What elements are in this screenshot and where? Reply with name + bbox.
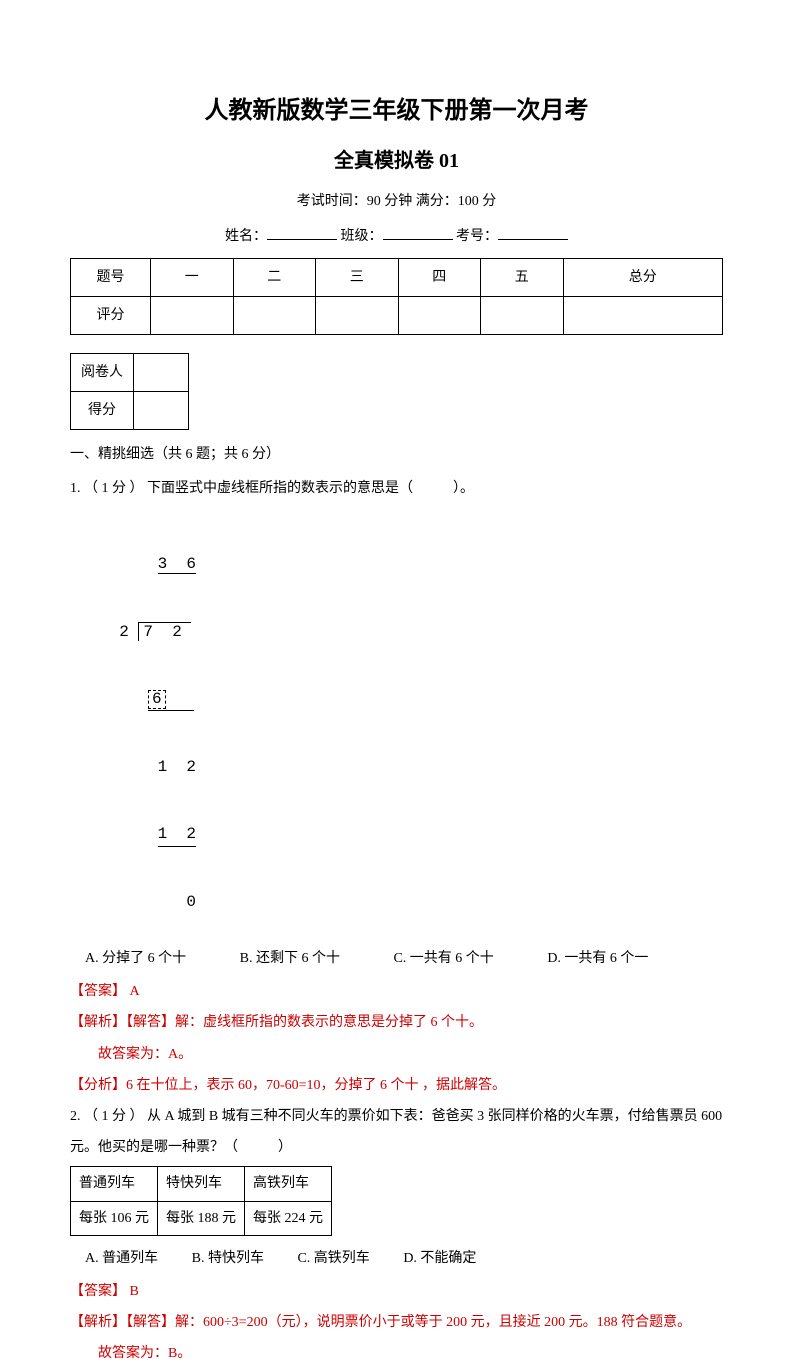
div-quotient: 3 6	[100, 553, 723, 575]
option-b: B. 还剩下 6 个十	[240, 946, 340, 971]
table-row: 每张 106 元 每张 188 元 每张 224 元	[71, 1201, 332, 1235]
q2-text2: 元。他买的是哪一种票？（	[70, 1140, 238, 1155]
div-result: 0	[100, 891, 723, 913]
div-step2: 1 2	[100, 756, 723, 778]
cell: 四	[398, 258, 481, 296]
table-row: 普通列车 特快列车 高铁列车	[71, 1167, 332, 1201]
option-a: A. 分掉了 6 个十	[85, 946, 186, 971]
question-1: 1. （ 1 分 ） 下面竖式中虚线框所指的数表示的意思是（ ）。	[70, 476, 723, 501]
q2-text2-end: ）	[278, 1140, 292, 1155]
cell: 特快列车	[158, 1167, 245, 1201]
cell: 总分	[563, 258, 723, 296]
cell-label: 题号	[71, 258, 151, 296]
name-blank	[267, 226, 337, 240]
option-c: C. 一共有 6 个十	[393, 946, 493, 971]
division-diagram: 3 6 2 7 2 6 1 2 1 2 0	[100, 509, 723, 936]
question-2b: 元。他买的是哪一种票？（ ）	[70, 1135, 723, 1160]
grader-table: 阅卷人 得分	[70, 353, 189, 430]
div-divisor: 2 7 2	[100, 621, 723, 643]
cell	[481, 296, 564, 334]
cell: 每张 224 元	[245, 1201, 332, 1235]
cell: 普通列车	[71, 1167, 158, 1201]
div-step3: 1 2	[100, 823, 723, 846]
option-d: D. 一共有 6 个一	[547, 946, 648, 971]
option-d: D. 不能确定	[403, 1246, 476, 1271]
table-row: 题号 一 二 三 四 五 总分	[71, 258, 723, 296]
class-blank	[383, 226, 453, 240]
exam-info: 考试时间：90 分钟 满分：100 分	[70, 189, 723, 214]
q2-explain2: 故答案为：B。	[98, 1341, 723, 1366]
cell	[151, 296, 234, 334]
div-step1: 6	[100, 688, 723, 711]
cell	[398, 296, 481, 334]
cell: 每张 188 元	[158, 1201, 245, 1235]
cell-label: 评分	[71, 296, 151, 334]
cell: 每张 106 元	[71, 1201, 158, 1235]
title-main: 人教新版数学三年级下册第一次月考	[70, 90, 723, 133]
cell: 三	[316, 258, 399, 296]
cell-label: 阅卷人	[71, 353, 134, 391]
q1-text-end: ）。	[453, 481, 474, 496]
cell-label: 得分	[71, 392, 134, 430]
table-row: 阅卷人	[71, 353, 189, 391]
section-title: 一、精挑细选（共 6 题；共 6 分）	[70, 442, 723, 467]
q2-explain1: 【解析】【解答】解：600÷3=200（元），说明票价小于或等于 200 元，且…	[70, 1310, 723, 1335]
name-line: 姓名： 班级： 考号：	[70, 224, 723, 249]
q1-analysis: 【分析】6 在十位上，表示 60，70-60=10，分掉了 6 个十 ，据此解答…	[70, 1073, 723, 1098]
q1-answer: 【答案】 A	[70, 979, 723, 1004]
option-c: C. 高铁列车	[297, 1246, 369, 1271]
q1-options: A. 分掉了 6 个十 B. 还剩下 6 个十 C. 一共有 6 个十 D. 一…	[85, 946, 723, 971]
cell: 一	[151, 258, 234, 296]
q1-explain2: 故答案为：A。	[98, 1042, 723, 1067]
score-table: 题号 一 二 三 四 五 总分 评分	[70, 258, 723, 335]
examno-blank	[498, 226, 568, 240]
cell	[233, 296, 316, 334]
cell: 高铁列车	[245, 1167, 332, 1201]
cell	[134, 353, 189, 391]
cell	[316, 296, 399, 334]
q1-explain1: 【解析】【解答】解：虚线框所指的数表示的意思是分掉了 6 个十。	[70, 1010, 723, 1035]
q1-text: 1. （ 1 分 ） 下面竖式中虚线框所指的数表示的意思是（	[70, 481, 413, 496]
option-b: B. 特快列车	[192, 1246, 264, 1271]
table-row: 评分	[71, 296, 723, 334]
q2-answer: 【答案】 B	[70, 1279, 723, 1304]
cell	[134, 392, 189, 430]
ticket-table: 普通列车 特快列车 高铁列车 每张 106 元 每张 188 元 每张 224 …	[70, 1166, 332, 1235]
q2-options: A. 普通列车 B. 特快列车 C. 高铁列车 D. 不能确定	[85, 1246, 723, 1271]
class-label: 班级：	[341, 229, 383, 244]
option-a: A. 普通列车	[85, 1246, 158, 1271]
title-sub: 全真模拟卷 01	[70, 143, 723, 179]
question-2: 2. （ 1 分 ） 从 A 城到 B 城有三种不同火车的票价如下表：爸爸买 3…	[70, 1104, 723, 1129]
cell: 二	[233, 258, 316, 296]
cell	[563, 296, 723, 334]
cell: 五	[481, 258, 564, 296]
examno-label: 考号：	[456, 229, 498, 244]
table-row: 得分	[71, 392, 189, 430]
name-label: 姓名：	[225, 229, 267, 244]
